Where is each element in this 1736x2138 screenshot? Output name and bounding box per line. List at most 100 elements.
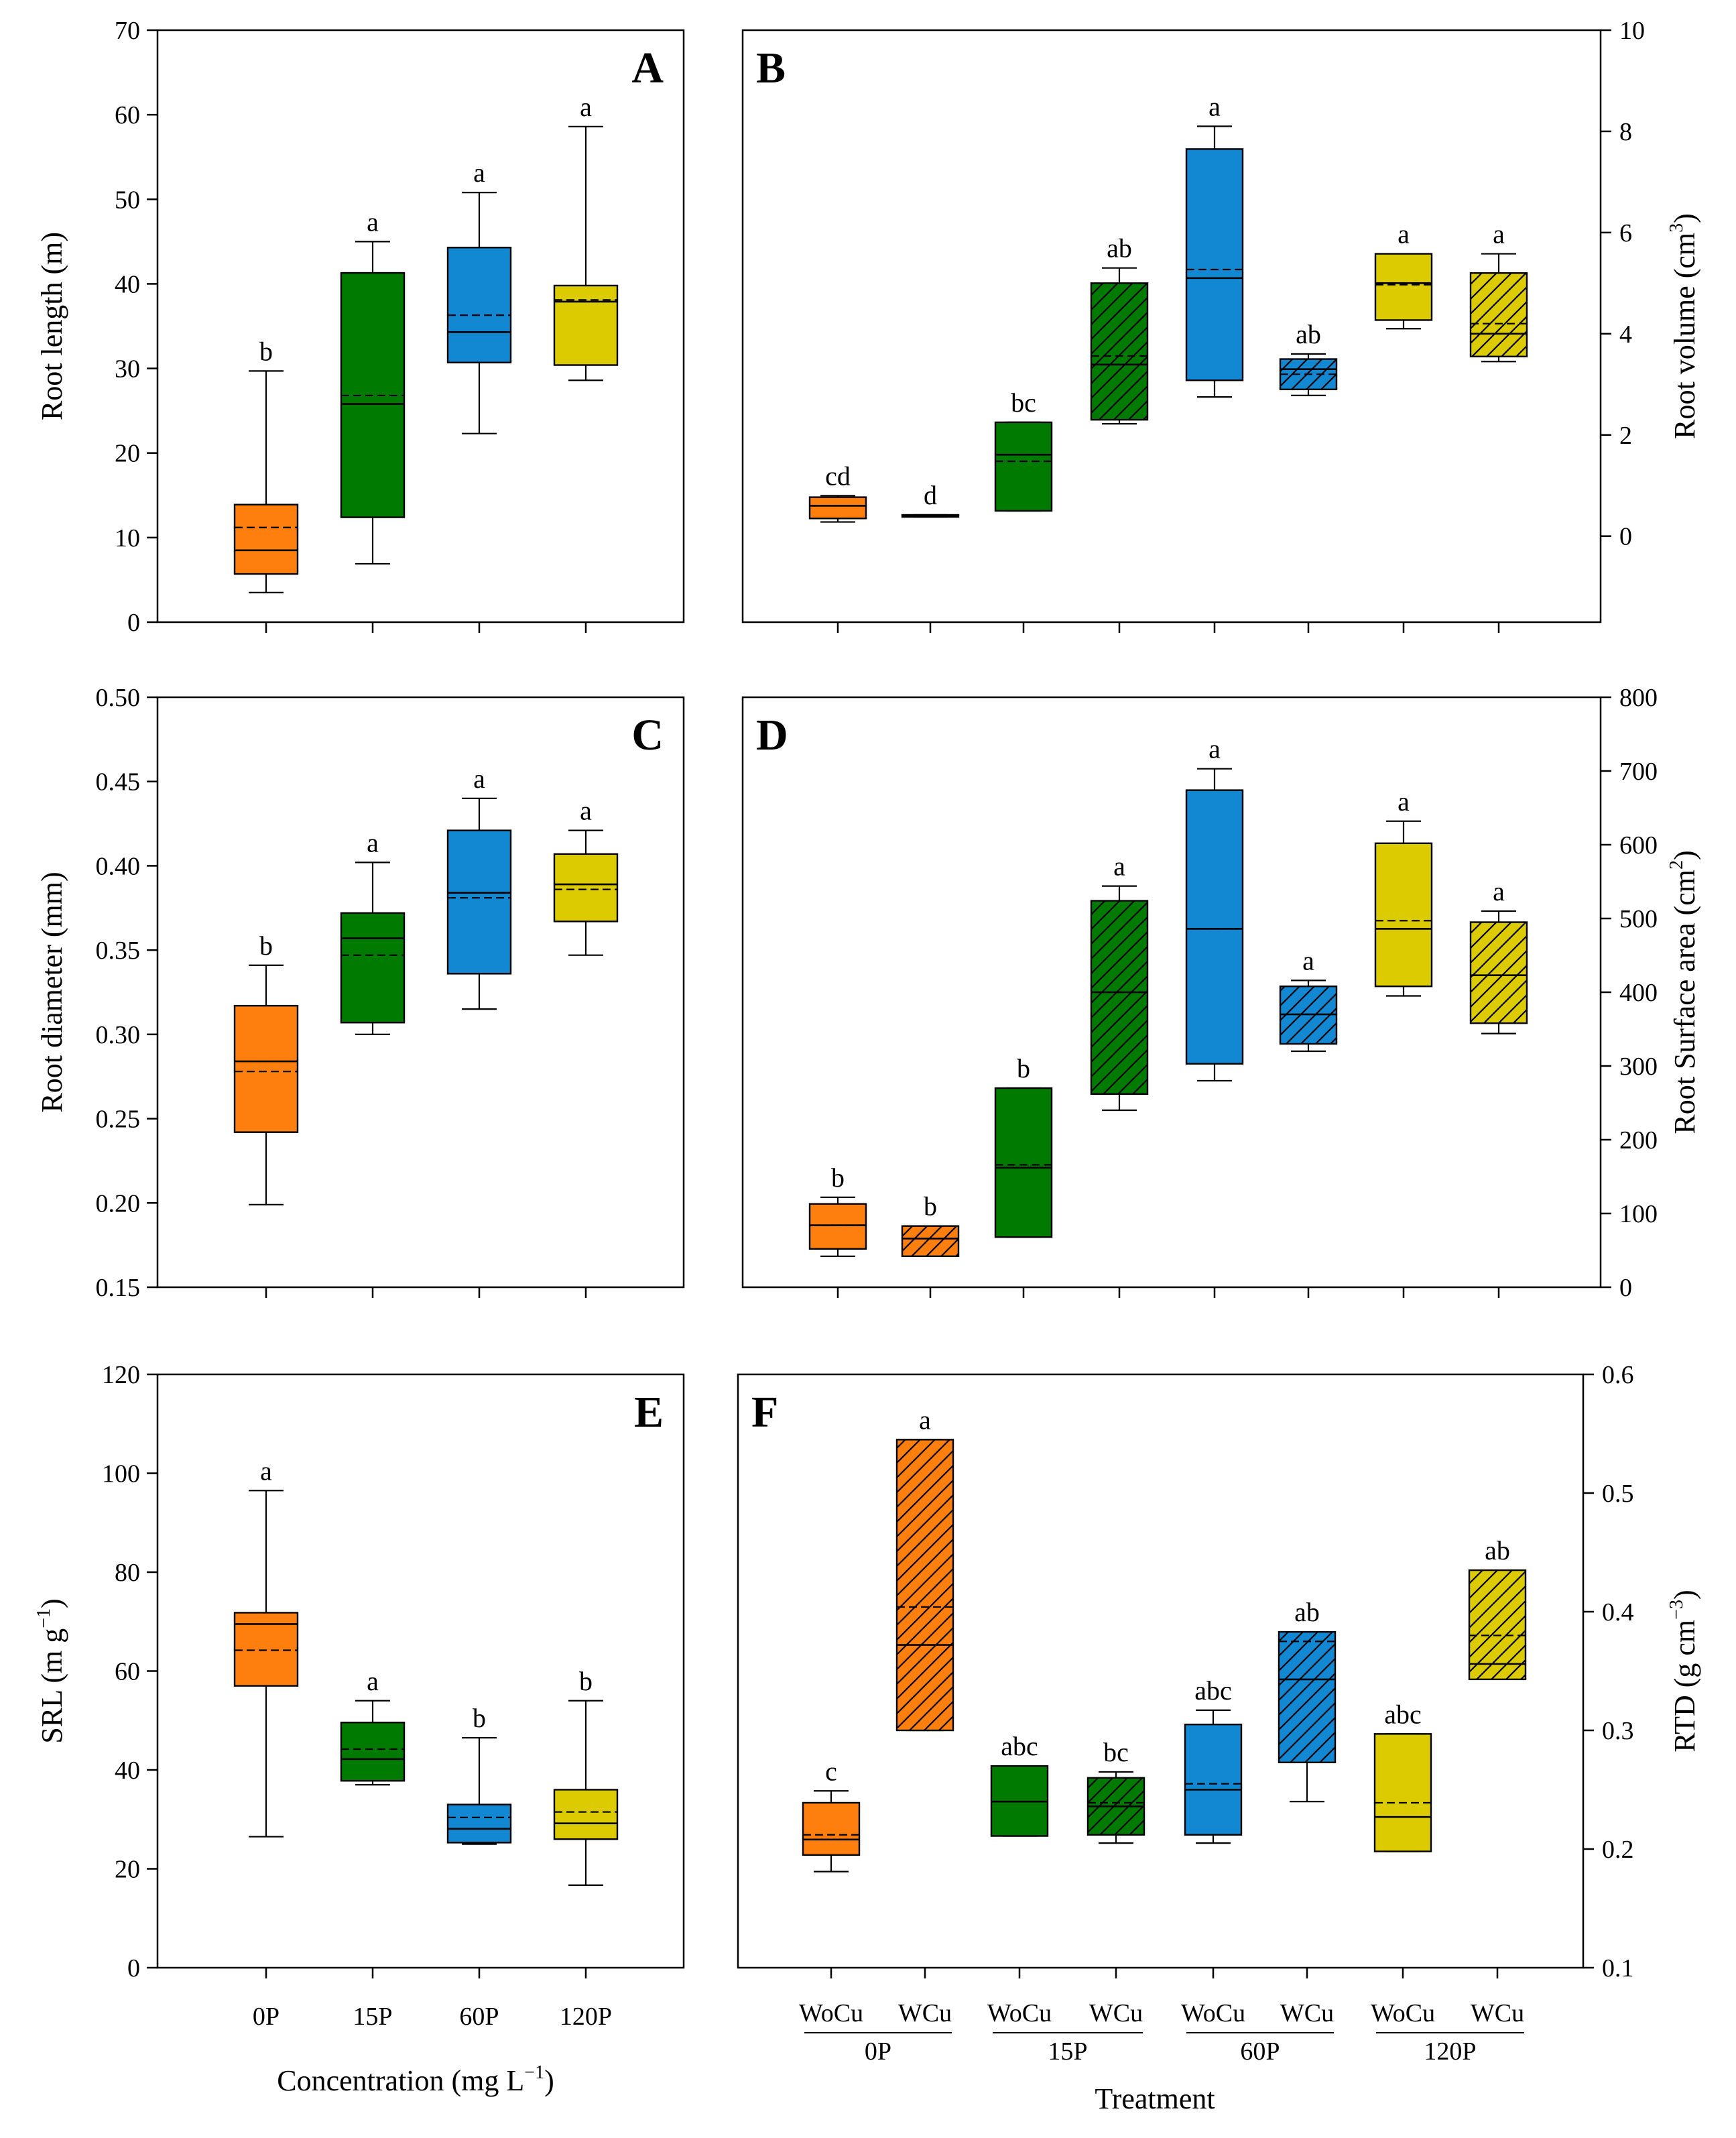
panel-C: 0.15 0.20 0.25 0.30 0.35 0.40 0.45 0.50 Root dia… [36, 684, 685, 1302]
panel-D: 0 100 200 300 400 500 600 700 800 Root Surface ar… [741, 684, 1701, 1302]
significance-letter: a [260, 1456, 272, 1486]
box-0P-WoCu: b [808, 1163, 867, 1257]
significance-letter: cd [825, 461, 851, 491]
significance-letter: b [1017, 1053, 1030, 1083]
x-subcategory-label: WCu [898, 1999, 952, 2027]
box-15P-WCu: ab [1090, 233, 1149, 425]
box-120P-WoCu: a [1374, 219, 1433, 330]
box-body [1090, 282, 1149, 421]
significance-letter: b [924, 1191, 937, 1222]
significance-letter: ab [1296, 319, 1321, 349]
panel-A: 0 10 20 30 40 50 60 70 Root length (m) Ab a a a [36, 17, 685, 637]
box-body [446, 1803, 512, 1844]
x-category-label: 15P [353, 2003, 392, 2031]
box-120P-WCu: ab [1468, 1535, 1527, 1681]
box-body [233, 503, 299, 575]
box-body [553, 284, 619, 366]
significance-letter: a [473, 764, 485, 794]
box-60P: a [446, 764, 512, 1010]
box-15P-WCu: a [1090, 851, 1149, 1112]
x-subcategory-label: WCu [1089, 1999, 1143, 2027]
box-15P: a [340, 206, 406, 565]
box-body [1374, 842, 1433, 988]
significance-letter: bc [1103, 1737, 1129, 1767]
y-tick-label: 800 [1619, 684, 1658, 712]
box-120P: b [553, 1666, 619, 1886]
plot-frame [741, 29, 1602, 623]
y-axis-title-main: Root Surface area (cm [1668, 870, 1701, 1134]
significance-letter: a [473, 158, 485, 188]
significance-letter: bc [1011, 388, 1036, 418]
x-category-label: 60P [459, 2003, 499, 2031]
x-group-label: 0P [865, 2037, 891, 2066]
y-tick-label: 4 [1619, 320, 1632, 349]
right-x-axis-title: Treatment [1095, 2082, 1215, 2115]
left-x-axis-title-main: Concentration (mg L [277, 2064, 524, 2097]
significance-letter: d [924, 480, 937, 510]
significance-letter: abc [1001, 1731, 1038, 1761]
x-group-label: 60P [1240, 2037, 1280, 2066]
y-tick-label: 40 [115, 270, 140, 298]
significance-letter: ab [1294, 1597, 1320, 1627]
y-tick-label: 0.3 [1602, 1717, 1634, 1745]
box-60P-WoCu: a [1185, 734, 1244, 1082]
significance-letter: a [1493, 876, 1505, 906]
significance-letter: abc [1384, 1699, 1422, 1729]
box-body [1185, 789, 1244, 1065]
y-tick-label: 8 [1619, 118, 1632, 146]
y-axis-title-sup: −1 [34, 1608, 54, 1628]
y-axis-title-main: Root diameter (mm) [36, 872, 68, 1112]
significance-letter: a [1208, 91, 1221, 121]
y-axis-title: SRL (m g−1) [34, 1598, 68, 1743]
box-60P-WCu: ab [1278, 1597, 1337, 1803]
y-tick-label: 0.4 [1602, 1598, 1634, 1626]
panel-letter: C [631, 711, 664, 760]
x-group-label: 120P [1424, 2037, 1476, 2066]
y-tick-label: 500 [1619, 905, 1658, 933]
significance-letter: a [580, 796, 592, 826]
box-15P: a [340, 1666, 406, 1786]
significance-letter: b [579, 1666, 593, 1696]
box-120P: a [553, 796, 619, 956]
significance-letter: a [1302, 945, 1314, 975]
significance-letter: a [1493, 219, 1505, 249]
box-body [553, 1789, 619, 1840]
box-120P: a [553, 92, 619, 381]
box-body [802, 1801, 861, 1856]
box-body [1185, 148, 1244, 381]
y-axis-title-main: Root length (m) [36, 232, 68, 420]
box-120P-WCu: a [1469, 876, 1528, 1034]
y-axis-title-main: Root volume (cm [1668, 233, 1701, 439]
box-body [901, 1225, 960, 1257]
y-axis-title-end: ) [1668, 850, 1701, 860]
y-tick-label: 0.30 [96, 1021, 141, 1049]
plot-frame [156, 29, 685, 623]
box-120P-WCu: a [1469, 219, 1528, 363]
y-tick-label: 0 [1619, 523, 1632, 551]
panel-letter: D [756, 711, 788, 760]
box-body [233, 1004, 299, 1133]
y-tick-label: 0.2 [1602, 1836, 1634, 1864]
y-axis-title-end: ) [1668, 213, 1701, 223]
panel-E: 0 20 40 60 80 100 120 SRL (m g−1) Ea a b b [34, 1361, 685, 1982]
x-subcategory-label: WoCu [1181, 1999, 1245, 2027]
box-15P-WoCu: bc [994, 388, 1053, 512]
significance-letter: b [473, 1703, 486, 1733]
significance-letter: b [259, 336, 273, 366]
significance-letter: a [580, 92, 592, 122]
panel-letter: F [751, 1388, 778, 1437]
y-tick-label: 60 [115, 1658, 140, 1686]
x-category-label: 120P [560, 2003, 612, 2031]
panel-letter: B [756, 44, 786, 93]
y-tick-label: 0.1 [1602, 1954, 1634, 1982]
y-axis-title: Root volume (cm3) [1666, 213, 1701, 439]
left-x-axis-title: Concentration (mg L−1) [277, 2062, 554, 2097]
x-subcategory-label: WCu [1280, 1999, 1334, 2027]
y-tick-label: 0.40 [96, 852, 141, 880]
y-tick-label: 0.35 [96, 937, 141, 965]
box-15P-WCu: bc [1087, 1737, 1145, 1844]
x-subcategory-label: WoCu [1371, 1999, 1435, 2027]
box-120P-WoCu: abc [1373, 1699, 1432, 1852]
